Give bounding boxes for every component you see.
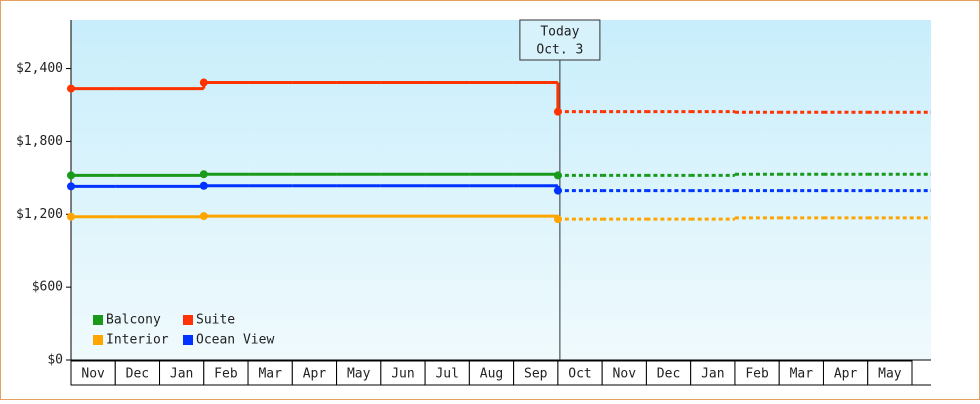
x-tick-label: Jan: [701, 367, 724, 382]
month-box: [690, 360, 736, 386]
x-tick-label: Oct: [568, 367, 591, 382]
month-box: [247, 360, 293, 386]
x-tick-label: Nov: [81, 367, 105, 382]
price-dot: [199, 181, 208, 190]
y-tick-label: $2,400: [16, 61, 63, 76]
legend-label: Interior: [106, 333, 169, 348]
month-box: [380, 360, 426, 386]
x-tick-label: Dec: [657, 367, 680, 382]
x-tick-label: May: [878, 367, 902, 382]
price-dot: [199, 212, 208, 221]
month-box: [203, 360, 249, 386]
x-tick-label: Apr: [303, 367, 327, 382]
legend-swatch: [93, 335, 103, 345]
price-dot: [67, 182, 75, 191]
month-box: [336, 360, 382, 386]
price-dot: [199, 170, 208, 179]
month-box: [601, 360, 647, 386]
price-dot: [67, 84, 75, 93]
y-tick-label: $0: [47, 353, 63, 368]
today-box: [519, 19, 601, 61]
legend-label: Balcony: [106, 313, 161, 328]
month-box: [822, 360, 869, 386]
y-tick-label: $1,200: [16, 207, 63, 222]
today-date: Oct. 3: [536, 43, 583, 58]
today-label: Today: [540, 25, 579, 40]
x-tick-label: Jun: [391, 367, 414, 382]
x-tick-label: May: [347, 367, 371, 382]
legend-label: Ocean View: [196, 333, 274, 348]
legend-swatch: [93, 315, 103, 325]
month-box: [645, 360, 692, 386]
price-dot: [67, 171, 75, 180]
x-tick-label: Jul: [435, 367, 458, 382]
legend-swatch: [183, 315, 193, 325]
x-tick-label: Aug: [480, 367, 503, 382]
x-tick-label: Mar: [790, 367, 814, 382]
month-box: [468, 360, 515, 386]
month-box: [159, 360, 205, 386]
x-tick-label: Jan: [170, 367, 193, 382]
x-tick-label: Apr: [834, 367, 858, 382]
price-dot: [67, 212, 75, 221]
month-box: [778, 360, 824, 386]
month-box: [867, 360, 913, 386]
x-tick-label: Mar: [258, 367, 282, 382]
legend-swatch: [183, 335, 193, 345]
legend-label: Suite: [196, 313, 235, 328]
y-tick-label: $1,800: [16, 134, 63, 149]
x-tick-label: Sep: [524, 367, 548, 382]
month-box: [424, 360, 470, 386]
x-tick-label: Dec: [126, 367, 149, 382]
month-box: [114, 360, 161, 386]
month-box: [70, 360, 116, 386]
price-dot: [199, 78, 208, 87]
month-box: [291, 360, 338, 386]
y-tick-label: $600: [32, 280, 63, 295]
x-tick-label: Feb: [214, 367, 238, 382]
x-tick-label: Feb: [745, 367, 769, 382]
month-box: [734, 360, 780, 386]
x-tick-label: Nov: [613, 367, 637, 382]
